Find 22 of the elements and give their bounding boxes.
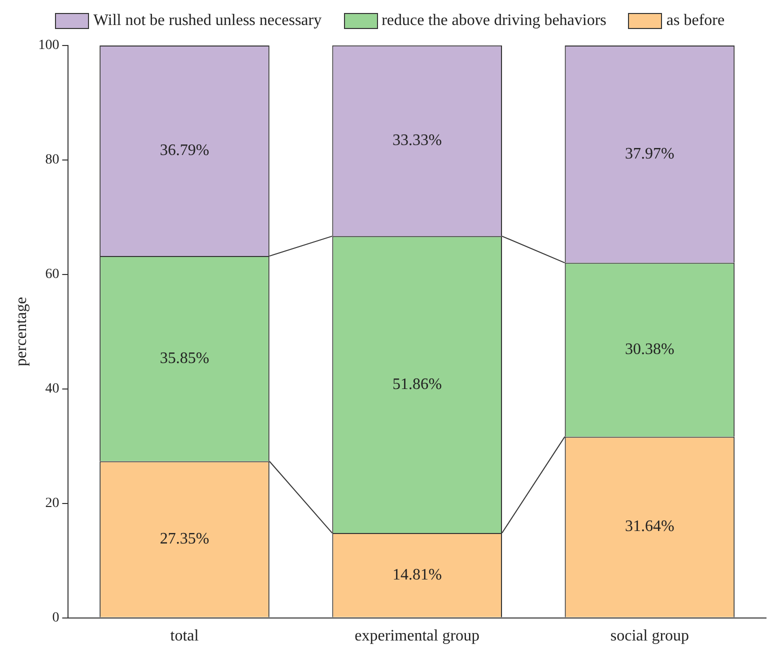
y-tick-label: 0 bbox=[52, 610, 60, 626]
y-tick-label: 40 bbox=[45, 382, 60, 397]
data-label: 27.35% bbox=[160, 530, 210, 548]
y-tick-label: 80 bbox=[45, 152, 60, 168]
x-tick-label: total bbox=[170, 628, 200, 645]
data-label: 31.64% bbox=[625, 518, 674, 536]
y-tick-label: 20 bbox=[45, 496, 60, 511]
data-label: 35.85% bbox=[160, 350, 210, 367]
data-label: 37.97% bbox=[625, 145, 674, 162]
y-axis-title: percentage bbox=[12, 296, 30, 366]
legend-label: reduce the above driving behaviors bbox=[382, 12, 606, 30]
x-tick-label: social group bbox=[610, 628, 690, 645]
y-tick-label: 100 bbox=[38, 38, 60, 54]
legend-label: Will not be rushed unless necessary bbox=[93, 12, 322, 30]
data-label: 51.86% bbox=[392, 376, 442, 393]
data-label: 36.79% bbox=[160, 142, 210, 159]
data-label: 14.81% bbox=[392, 566, 442, 584]
y-tick-label: 60 bbox=[45, 267, 60, 282]
legend-label: as before bbox=[666, 12, 725, 30]
x-tick-label: experimental group bbox=[354, 628, 480, 645]
data-label: 33.33% bbox=[392, 132, 442, 149]
data-label: 30.38% bbox=[625, 340, 674, 358]
